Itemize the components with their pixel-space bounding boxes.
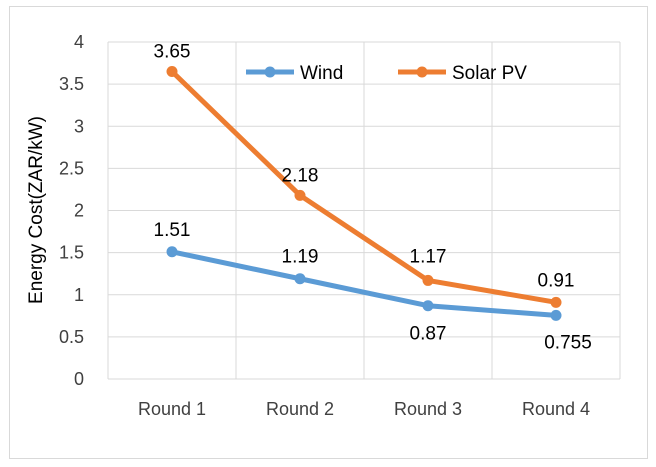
data-label: 3.65 bbox=[154, 41, 191, 62]
data-point bbox=[422, 274, 434, 286]
x-tick-label: Round 1 bbox=[138, 399, 206, 419]
data-point bbox=[166, 65, 178, 77]
x-axis-ticks: Round 1 Round 2 Round 3 Round 4 bbox=[138, 399, 590, 419]
legend-item: Wind bbox=[246, 63, 343, 84]
y-axis-ticks: 0 0.5 1 1.5 2 2.5 3 3.5 4 bbox=[59, 32, 84, 389]
y-tick-label: 1 bbox=[74, 285, 84, 305]
data-label: 1.17 bbox=[410, 246, 447, 267]
data-point bbox=[166, 246, 178, 258]
legend-item: Solar PV bbox=[398, 63, 527, 84]
y-tick-label: 3 bbox=[74, 116, 84, 136]
legend-label: Solar PV bbox=[452, 63, 527, 84]
series-group: 1.51 1.19 0.87 0.755 3.65 2.18 1.17 0.91 bbox=[154, 41, 592, 353]
legend-marker bbox=[416, 66, 428, 78]
data-point bbox=[550, 309, 562, 321]
y-axis-label: Energy Cost(ZAR/kW) bbox=[26, 116, 47, 304]
data-point bbox=[422, 300, 434, 312]
series-wind: 1.51 1.19 0.87 0.755 bbox=[154, 220, 592, 354]
x-tick-label: Round 2 bbox=[266, 399, 334, 419]
data-label: 0.755 bbox=[544, 332, 592, 353]
data-label: 1.51 bbox=[154, 220, 191, 241]
x-tick-label: Round 4 bbox=[522, 399, 590, 419]
series-solar-pv: 3.65 2.18 1.17 0.91 bbox=[154, 41, 575, 308]
data-point bbox=[294, 189, 306, 201]
data-point bbox=[294, 273, 306, 285]
y-tick-label: 3.5 bbox=[59, 74, 84, 94]
y-tick-label: 2 bbox=[74, 201, 84, 221]
y-tick-label: 2.5 bbox=[59, 158, 84, 178]
data-label: 2.18 bbox=[282, 165, 319, 186]
data-point bbox=[550, 296, 562, 308]
legend-label: Wind bbox=[300, 63, 343, 84]
legend-marker bbox=[264, 66, 276, 78]
data-label: 0.91 bbox=[538, 270, 575, 291]
data-label: 0.87 bbox=[410, 324, 447, 345]
gridlines bbox=[107, 41, 621, 380]
y-tick-label: 0 bbox=[74, 369, 84, 389]
y-tick-label: 0.5 bbox=[59, 327, 84, 347]
x-tick-label: Round 3 bbox=[394, 399, 462, 419]
data-label: 1.19 bbox=[282, 247, 319, 268]
legend: Wind Solar PV bbox=[246, 63, 527, 84]
chart-border bbox=[9, 6, 648, 459]
y-tick-label: 4 bbox=[74, 32, 84, 52]
y-tick-label: 1.5 bbox=[59, 243, 84, 263]
series-line bbox=[169, 249, 559, 318]
series-line bbox=[169, 68, 559, 305]
